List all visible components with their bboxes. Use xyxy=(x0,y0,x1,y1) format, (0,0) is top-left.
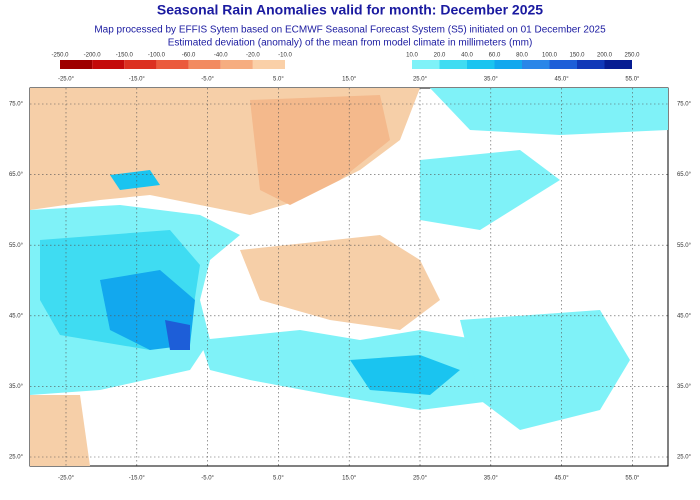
subtitle: Map processed by EFFIS Sytem based on EC… xyxy=(94,25,606,36)
colorbar-label: -20.0 xyxy=(246,53,260,59)
colorbar-segment xyxy=(577,60,605,69)
lon-label: 5.0° xyxy=(273,476,284,482)
subtitle: Estimated deviation (anomaly) of the mea… xyxy=(168,38,533,49)
colorbar-label: -100.0 xyxy=(148,53,166,59)
colorbar-segment xyxy=(439,60,467,69)
lon-label: 45.0° xyxy=(555,476,570,482)
lon-label: -25.0° xyxy=(58,77,75,83)
colorbar-label: -200.0 xyxy=(84,53,102,59)
colorbar-segment xyxy=(467,60,495,69)
lon-label: 35.0° xyxy=(484,476,499,482)
lat-label: 75.0° xyxy=(9,102,24,108)
lat-label: 45.0° xyxy=(677,313,692,319)
lon-label: 35.0° xyxy=(484,77,499,83)
lon-label: -25.0° xyxy=(58,476,75,482)
colorbar-label: -10.0 xyxy=(278,53,292,59)
lat-label: 65.0° xyxy=(677,172,692,178)
title: Seasonal Rain Anomalies valid for month:… xyxy=(157,2,543,18)
map xyxy=(29,87,669,467)
anomaly-fields xyxy=(30,88,668,466)
colorbar-label: 40.0 xyxy=(461,53,473,59)
lon-label: 55.0° xyxy=(625,77,640,83)
colorbar-label: -250.0 xyxy=(51,53,69,59)
lat-label: 55.0° xyxy=(9,243,24,249)
colorbar-label: 100.0 xyxy=(542,53,558,59)
colorbar-label: 80.0 xyxy=(516,53,528,59)
colorbar-segment xyxy=(188,60,221,69)
lon-label: -15.0° xyxy=(129,77,146,83)
lon-label: 55.0° xyxy=(625,476,640,482)
colorbar-segment xyxy=(604,60,632,69)
colorbar-label: -40.0 xyxy=(214,53,228,59)
lon-label: -15.0° xyxy=(129,476,146,482)
lon-label: -5.0° xyxy=(201,476,214,482)
lat-label: 35.0° xyxy=(677,384,692,390)
colorbar-segment xyxy=(92,60,125,69)
colorbar-label: -150.0 xyxy=(116,53,134,59)
colorbar-segment xyxy=(220,60,253,69)
colorbar-segment xyxy=(124,60,157,69)
lon-label: 25.0° xyxy=(413,77,428,83)
lon-label: 45.0° xyxy=(555,77,570,83)
lon-label: 5.0° xyxy=(273,77,284,83)
colorbar-segment xyxy=(522,60,550,69)
lat-label: 75.0° xyxy=(677,102,692,108)
colorbar-label: 60.0 xyxy=(489,53,501,59)
lon-label: 15.0° xyxy=(342,77,357,83)
graticule xyxy=(30,88,668,466)
colorbar-label: 150.0 xyxy=(569,53,585,59)
lat-label: 25.0° xyxy=(677,455,692,461)
colorbar-segment xyxy=(549,60,577,69)
colorbar-label: 200.0 xyxy=(597,53,613,59)
lat-label: 55.0° xyxy=(677,243,692,249)
lon-label: -5.0° xyxy=(201,77,214,83)
lat-label: 45.0° xyxy=(9,313,24,319)
lon-label: 15.0° xyxy=(342,476,357,482)
colorbar-segment xyxy=(494,60,522,69)
lat-label: 35.0° xyxy=(9,384,24,390)
colorbar-segment xyxy=(252,60,285,69)
colorbar-segment xyxy=(60,60,93,69)
colorbar-label: -60.0 xyxy=(182,53,196,59)
lat-label: 65.0° xyxy=(9,172,24,178)
colorbar-label: 250.0 xyxy=(624,53,640,59)
colorbar-segment xyxy=(156,60,189,69)
colorbar-label: 10.0 xyxy=(406,53,418,59)
lon-label: 25.0° xyxy=(413,476,428,482)
lat-label: 25.0° xyxy=(9,455,24,461)
colorbar-segment xyxy=(412,60,440,69)
colorbar-label: 20.0 xyxy=(434,53,446,59)
